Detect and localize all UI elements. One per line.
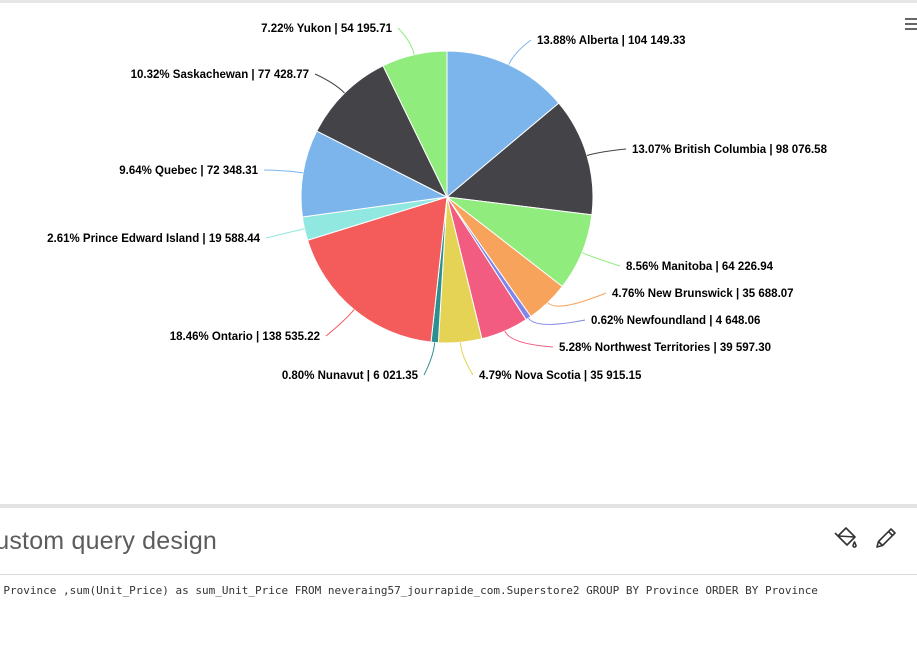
connector-british-columbia <box>586 148 627 156</box>
pie-slice-ontario[interactable] <box>306 196 448 343</box>
connector-nova-scotia <box>459 342 474 376</box>
pie-chart: 13.88% Alberta | 104 149.33 13.07% Britis… <box>47 23 828 382</box>
pie-slice-yukon[interactable] <box>382 50 448 198</box>
connector-manitoba <box>581 252 621 267</box>
pencil-icon <box>876 528 896 548</box>
data-label-northwest-territories: 5.28% Northwest Territories | 39 597.30 <box>559 342 771 354</box>
panel-divider <box>0 504 917 508</box>
query-header: Custom query design <box>0 508 917 575</box>
data-label-nova-scotia: 4.79% Nova Scotia | 35 915.15 <box>479 370 642 382</box>
connector-alberta <box>508 39 532 65</box>
pie-chart-panel: 13.88% Alberta | 104 149.33 13.07% Britis… <box>0 3 917 504</box>
connector-saskachewan <box>314 73 345 94</box>
pie-slice-saskachewan[interactable] <box>316 65 449 199</box>
query-title: Custom query design <box>0 527 218 555</box>
connector-ontario <box>325 309 355 337</box>
data-label-new-brunswick: 4.76% New Brunswick | 35 688.07 <box>612 288 794 300</box>
connector-newfoundland <box>528 317 586 325</box>
data-label-yukon: 7.22% Yukon | 54 195.71 <box>261 23 392 35</box>
data-label-manitoba: 8.56% Manitoba | 64 226.94 <box>626 261 774 273</box>
connector-quebec <box>263 169 304 174</box>
pie-slice-alberta[interactable] <box>446 50 560 199</box>
hamburger-menu-icon[interactable] <box>905 18 917 34</box>
data-label-british-columbia: 13.07% British Columbia | 98 076.58 <box>632 144 828 156</box>
pie-slice-quebec[interactable] <box>300 130 449 218</box>
connector-northwest-territories <box>504 330 554 348</box>
top-divider <box>0 0 917 3</box>
sql-query-text: SELECT Province ,sum(Unit_Price) as sum_… <box>0 584 818 597</box>
paint-bucket-button[interactable] <box>831 524 859 552</box>
paint-bucket-icon <box>834 527 857 548</box>
connector-prince-edward-island <box>265 228 305 239</box>
connector-new-brunswick <box>547 292 607 307</box>
data-label-ontario: 18.46% Ontario | 138 535.22 <box>170 331 320 343</box>
data-label-alberta: 13.88% Alberta | 104 149.33 <box>537 35 686 47</box>
data-label-quebec: 9.64% Quebec | 72 348.31 <box>119 165 258 177</box>
data-label-prince-edward-island: 2.61% Prince Edward Island | 19 588.44 <box>47 233 260 245</box>
pie-slice-british-columbia[interactable] <box>445 102 594 216</box>
data-label-nunavut: 0.80% Nunavut | 6 021.35 <box>282 370 419 382</box>
edit-button[interactable] <box>872 524 900 552</box>
data-label-saskachewan: 10.32% Saskachewan | 77 428.77 <box>131 69 309 81</box>
connector-nunavut <box>423 342 436 376</box>
connector-yukon <box>397 27 415 55</box>
data-label-newfoundland: 0.62% Newfoundland | 4 648.06 <box>591 315 760 327</box>
